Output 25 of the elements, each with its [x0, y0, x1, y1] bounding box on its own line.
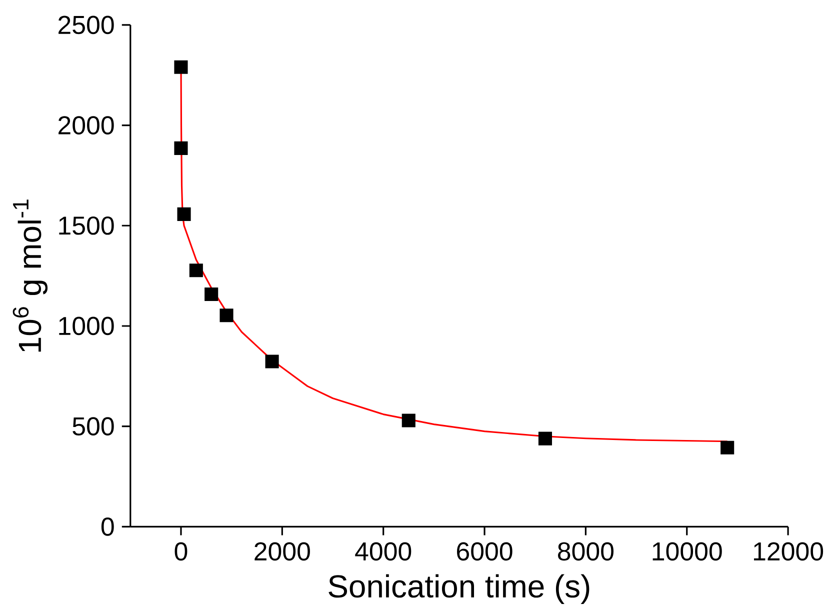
point	[220, 308, 234, 322]
x-axis-title: Sonication time (s)	[328, 574, 590, 604]
y-tick-label: 500	[72, 417, 114, 436]
x-tick-label: 6000	[457, 542, 512, 561]
point	[189, 264, 203, 278]
y-tick-label: 1500	[59, 216, 114, 235]
x-tick-label: 2000	[254, 542, 310, 561]
y-tick-label: 2500	[58, 16, 114, 34]
x-tick-label: 12000	[754, 542, 824, 561]
point	[402, 414, 416, 428]
y-axis-title: 10$^{6}$ g mol$^{-1}$	[12, 200, 48, 352]
point	[174, 141, 188, 155]
y-tick-label: 2000	[58, 116, 114, 135]
x-tick-label: 10000	[652, 542, 722, 561]
point	[538, 432, 552, 446]
point	[177, 207, 191, 222]
x-tick-label: 4000	[355, 542, 412, 561]
point	[265, 354, 279, 368]
x-tick-label: 0	[174, 542, 188, 561]
point	[204, 288, 218, 302]
y-tick-label: 1000	[59, 316, 114, 336]
y-tick-label: 0	[101, 518, 114, 536]
point	[174, 60, 188, 74]
x-tick-label: 8000	[558, 542, 614, 561]
point	[720, 440, 734, 454]
